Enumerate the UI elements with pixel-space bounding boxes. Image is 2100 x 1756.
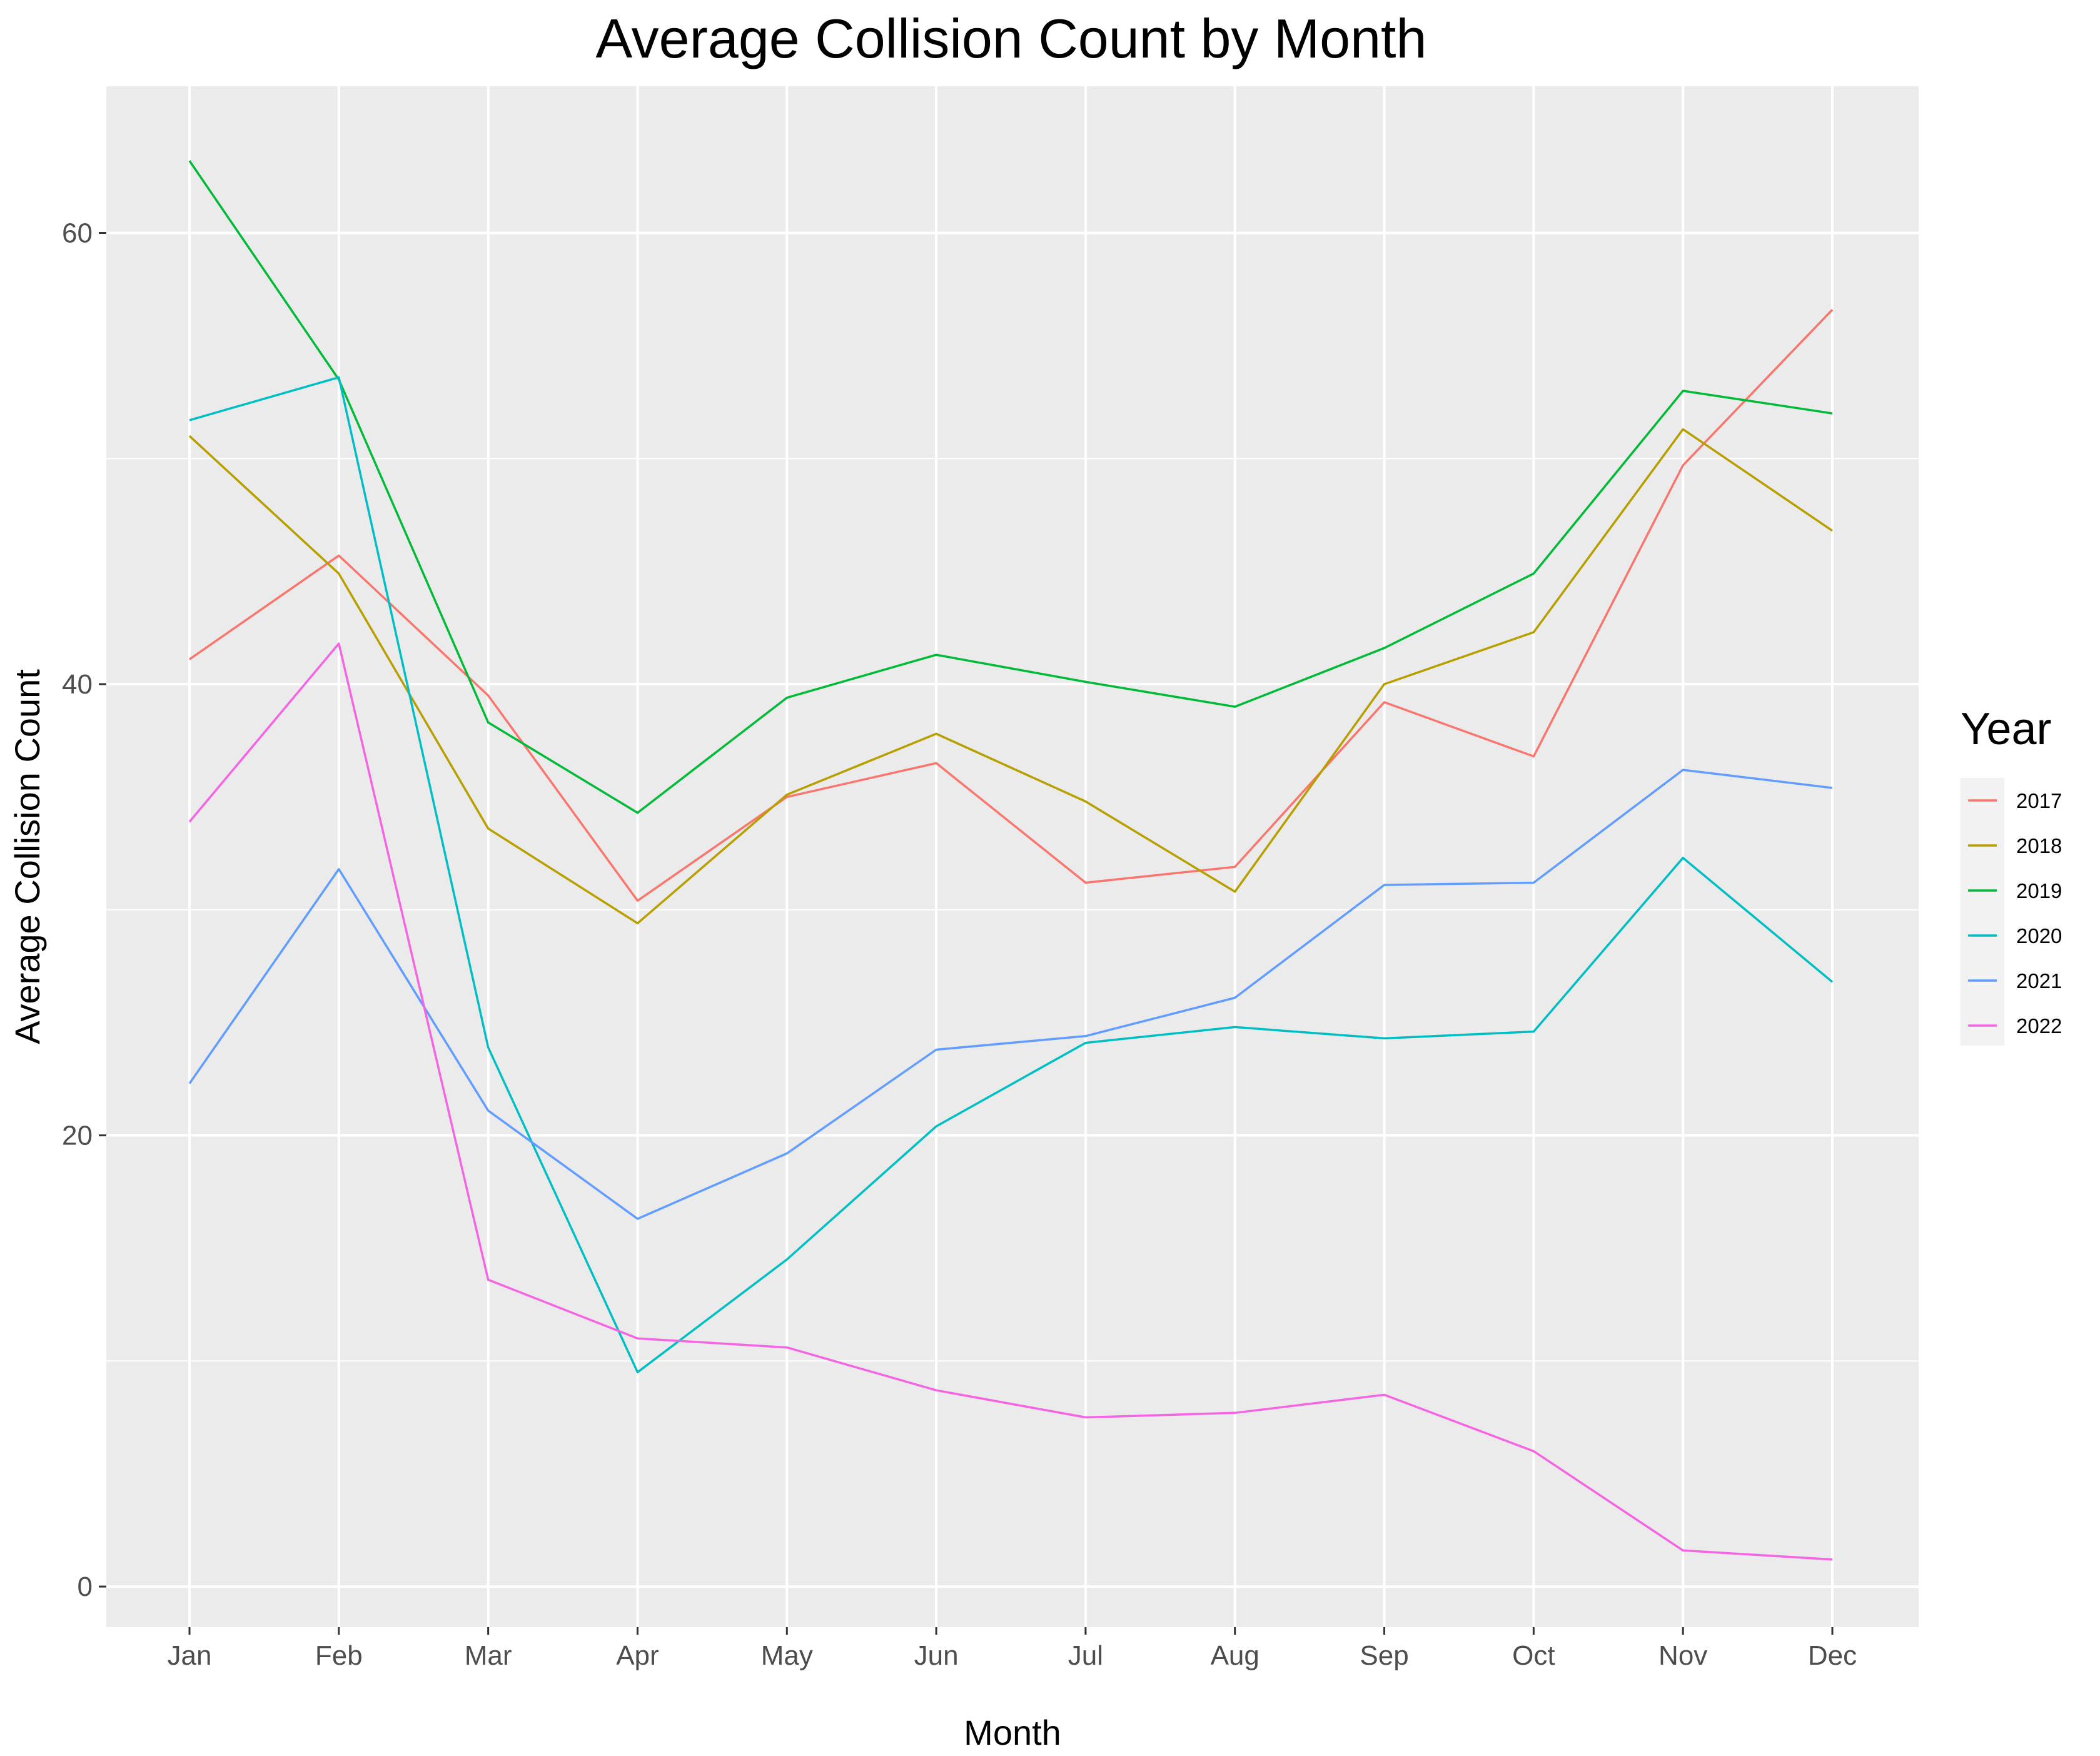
legend-label-2017: 2017 [2016,789,2062,812]
y-axis-title: Average Collision Count [8,669,47,1044]
legend-background [1961,778,2004,1046]
legend-label-2021: 2021 [2016,969,2062,992]
series-line-2022 [188,642,1833,1561]
plot-panel [106,86,1919,1627]
x-tick-label: Aug [1211,1640,1259,1671]
x-axis: Jan Feb Mar Apr May Jun Jul Aug Sep Oct Nov Dec [168,1627,1857,1671]
x-tick-label: Sep [1360,1640,1408,1671]
legend: Year 2017 2018 2019 2020 2021 2022 [1961,704,2062,1046]
series-line-2020 [189,376,1834,1374]
legend-label-2018: 2018 [2016,834,2062,857]
x-tick-label: Jan [168,1640,212,1671]
y-tick-label: 20 [62,1121,93,1151]
series-line-2019 [188,160,1833,814]
x-tick-label: Jun [914,1640,959,1671]
y-axis: 0 20 40 60 [62,218,106,1602]
x-tick-label: Jul [1068,1640,1103,1671]
x-tick-label: Dec [1808,1640,1857,1671]
legend-items: 2017 2018 2019 2020 2021 2022 [1968,789,2062,1037]
grid-major [106,86,1919,1627]
grid-minor [106,458,1919,1362]
series-line-2017 [189,308,1834,902]
series-line-2018 [188,428,1833,925]
series-line-2021 [188,769,1833,1220]
x-tick-label: Mar [465,1640,512,1671]
x-tick-label: Feb [315,1640,363,1671]
panel-background [106,86,1919,1627]
y-tick-label: 40 [62,669,93,700]
y-tick-label: 60 [62,218,93,248]
legend-label-2020: 2020 [2016,924,2062,947]
legend-label-2022: 2022 [2016,1014,2062,1037]
series-lines [188,160,1834,1561]
y-tick-label: 0 [78,1572,93,1602]
legend-title: Year [1961,704,2051,754]
x-axis-title: Month [964,1713,1061,1752]
x-tick-label: Oct [1512,1640,1555,1671]
x-tick-label: Apr [616,1640,659,1671]
chart-title: Average Collision Count by Month [596,8,1427,69]
x-tick-label: May [761,1640,813,1671]
legend-label-2019: 2019 [2016,879,2062,902]
x-tick-label: Nov [1658,1640,1707,1671]
